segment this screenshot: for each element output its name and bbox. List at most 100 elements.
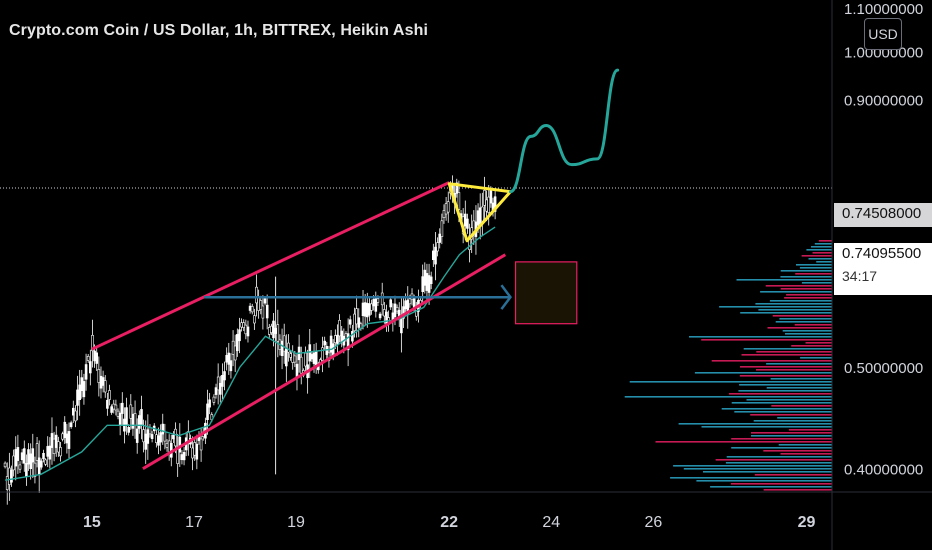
price-tick-label: 1.00000000 — [844, 45, 923, 62]
price-tick-label: 0.40000000 — [844, 462, 923, 479]
price-tick-label: 1.10000000 — [844, 1, 923, 18]
volume-bar — [812, 252, 832, 254]
candle-body — [199, 438, 203, 451]
candle-body — [291, 351, 295, 363]
channel-lower-line — [142, 253, 507, 470]
candle-body — [376, 298, 380, 303]
drawing-layer — [0, 68, 832, 470]
volume-bar — [796, 264, 832, 266]
candle-body — [69, 422, 73, 428]
candle-body — [323, 340, 327, 346]
candle-body — [37, 457, 41, 475]
candle-body — [129, 404, 133, 419]
volume-bar — [721, 408, 832, 410]
volume-bar — [758, 309, 832, 311]
candle-body — [8, 467, 11, 485]
volume-bar — [785, 333, 832, 335]
candle-body — [22, 448, 26, 464]
candle-body — [457, 192, 461, 210]
price-tick-label: 0.90000000 — [844, 93, 923, 110]
candle-body — [46, 446, 50, 457]
candle-body — [231, 340, 235, 355]
candle-body — [114, 404, 118, 411]
volume-bar — [696, 480, 832, 482]
candle-body — [50, 433, 54, 448]
volume-bar — [739, 375, 832, 377]
candle-body — [163, 431, 167, 442]
volume-bar — [806, 249, 832, 251]
volume-bar — [799, 267, 832, 269]
volume-bar — [811, 246, 832, 248]
candle-body — [314, 350, 318, 366]
candle-body — [485, 199, 488, 212]
candle-body — [378, 313, 382, 319]
volume-bar — [655, 441, 832, 443]
candle-body — [380, 292, 384, 306]
volume-bar — [731, 447, 832, 449]
volume-bar — [740, 366, 832, 368]
volume-bar — [765, 285, 832, 287]
volume-bar — [772, 315, 832, 317]
candle-body — [229, 360, 233, 372]
volume-bar — [801, 282, 832, 284]
candle-body — [48, 445, 52, 460]
candle-body — [42, 452, 45, 460]
candle-body — [429, 276, 433, 284]
candle-body — [84, 364, 88, 380]
candle-body — [216, 376, 220, 391]
currency-button[interactable]: USD — [864, 18, 902, 50]
candle-body — [33, 462, 37, 477]
candle-body — [165, 443, 169, 448]
volume-bar — [731, 438, 832, 440]
volume-bar — [751, 432, 832, 434]
volume-bar — [743, 348, 832, 350]
candle-body — [370, 303, 373, 311]
candle-body — [86, 355, 90, 361]
candle-body — [463, 213, 467, 227]
candle-body — [16, 447, 20, 461]
volume-bar — [779, 318, 832, 320]
candle-body — [150, 434, 154, 439]
candle-body — [276, 324, 280, 342]
candle-body — [440, 220, 444, 237]
candle-body — [248, 305, 252, 311]
volume-bar — [780, 453, 832, 455]
candle-body — [125, 407, 128, 425]
candle-body — [146, 429, 150, 444]
candle-body — [421, 276, 425, 293]
candle-body — [340, 330, 344, 343]
candle-body — [214, 387, 218, 395]
candle-body — [14, 449, 18, 467]
candle-body — [259, 300, 263, 310]
candle-body — [255, 286, 258, 304]
candle-body — [67, 431, 71, 449]
candle-body — [351, 330, 354, 342]
volume-bar — [736, 279, 832, 281]
candle-body — [221, 374, 224, 387]
candle-body — [101, 377, 105, 386]
candle-body — [346, 333, 350, 351]
volume-bar — [794, 324, 832, 326]
time-tick-label: 29 — [798, 514, 816, 531]
candle-body — [272, 320, 275, 339]
candle-body — [20, 452, 24, 461]
volume-bar — [775, 321, 832, 323]
volume-bar — [800, 357, 832, 359]
candle-body — [110, 406, 113, 413]
channel-upper-line — [91, 181, 450, 351]
candle-body — [195, 443, 199, 460]
candle-body — [431, 250, 435, 260]
candle-body — [368, 303, 371, 316]
candle-body — [25, 463, 28, 477]
volume-bar — [756, 369, 832, 371]
candle-body — [353, 313, 356, 332]
candle-body — [250, 306, 254, 313]
candle-body — [182, 451, 186, 461]
candle-body — [280, 340, 284, 357]
volume-bar — [673, 465, 832, 467]
candle-body — [29, 453, 33, 469]
candle-body — [446, 201, 450, 213]
volume-bar — [763, 489, 832, 491]
